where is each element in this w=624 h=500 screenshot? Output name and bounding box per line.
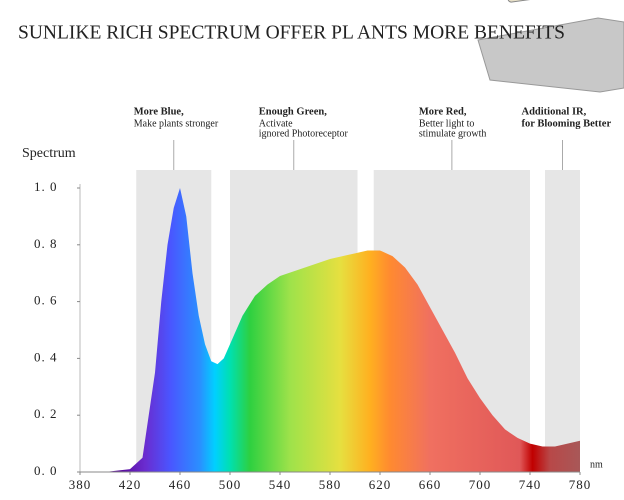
y-tick-label: 1. 0 xyxy=(34,179,58,194)
spectrum-area xyxy=(80,188,580,472)
annotation-text: ignored Photoreceptor xyxy=(259,128,349,139)
y-tick-label: 0. 0 xyxy=(34,463,58,478)
annotation-text: Make plants stronger xyxy=(134,118,219,129)
y-tick-label: 0. 2 xyxy=(34,406,58,421)
x-tick-label: 780 xyxy=(569,477,592,492)
x-tick-label: 380 xyxy=(69,477,92,492)
x-tick-label: 740 xyxy=(519,477,542,492)
chart-title: SUNLIKE RICH SPECTRUM OFFER PL ANTS MORE… xyxy=(18,22,565,43)
y-axis-label: Spectrum xyxy=(22,146,76,161)
annotation-title: More Blue, xyxy=(134,106,184,117)
annotation-text: Activate xyxy=(259,118,293,129)
annotation-title: Additional IR, xyxy=(522,106,587,117)
y-tick-label: 0. 4 xyxy=(34,349,58,364)
annotation-text: stimulate growth xyxy=(419,128,487,139)
x-tick-label: 580 xyxy=(319,477,342,492)
x-tick-label: 620 xyxy=(369,477,392,492)
annotation-text: Better light to xyxy=(419,118,475,129)
highlight-band xyxy=(545,170,580,472)
y-tick-label: 0. 8 xyxy=(34,236,58,251)
annotation-title: Enough Green, xyxy=(259,106,327,117)
x-tick-label: 540 xyxy=(269,477,292,492)
annotation-title: More Red, xyxy=(419,106,467,117)
x-tick-label: 700 xyxy=(469,477,492,492)
x-tick-label: 420 xyxy=(119,477,142,492)
x-unit: nm xyxy=(590,459,603,470)
annotation-text: for Blooming Better xyxy=(522,118,612,129)
lamp-image xyxy=(477,0,624,93)
y-tick-label: 0. 6 xyxy=(34,293,58,308)
x-tick-label: 460 xyxy=(169,477,192,492)
x-tick-label: 500 xyxy=(219,477,242,492)
x-tick-label: 660 xyxy=(419,477,442,492)
plot-layer: 0. 0 0. 2 0. 4 0. 6 0. 8 1. 0 380 420 460 500 540 5… xyxy=(34,179,592,492)
